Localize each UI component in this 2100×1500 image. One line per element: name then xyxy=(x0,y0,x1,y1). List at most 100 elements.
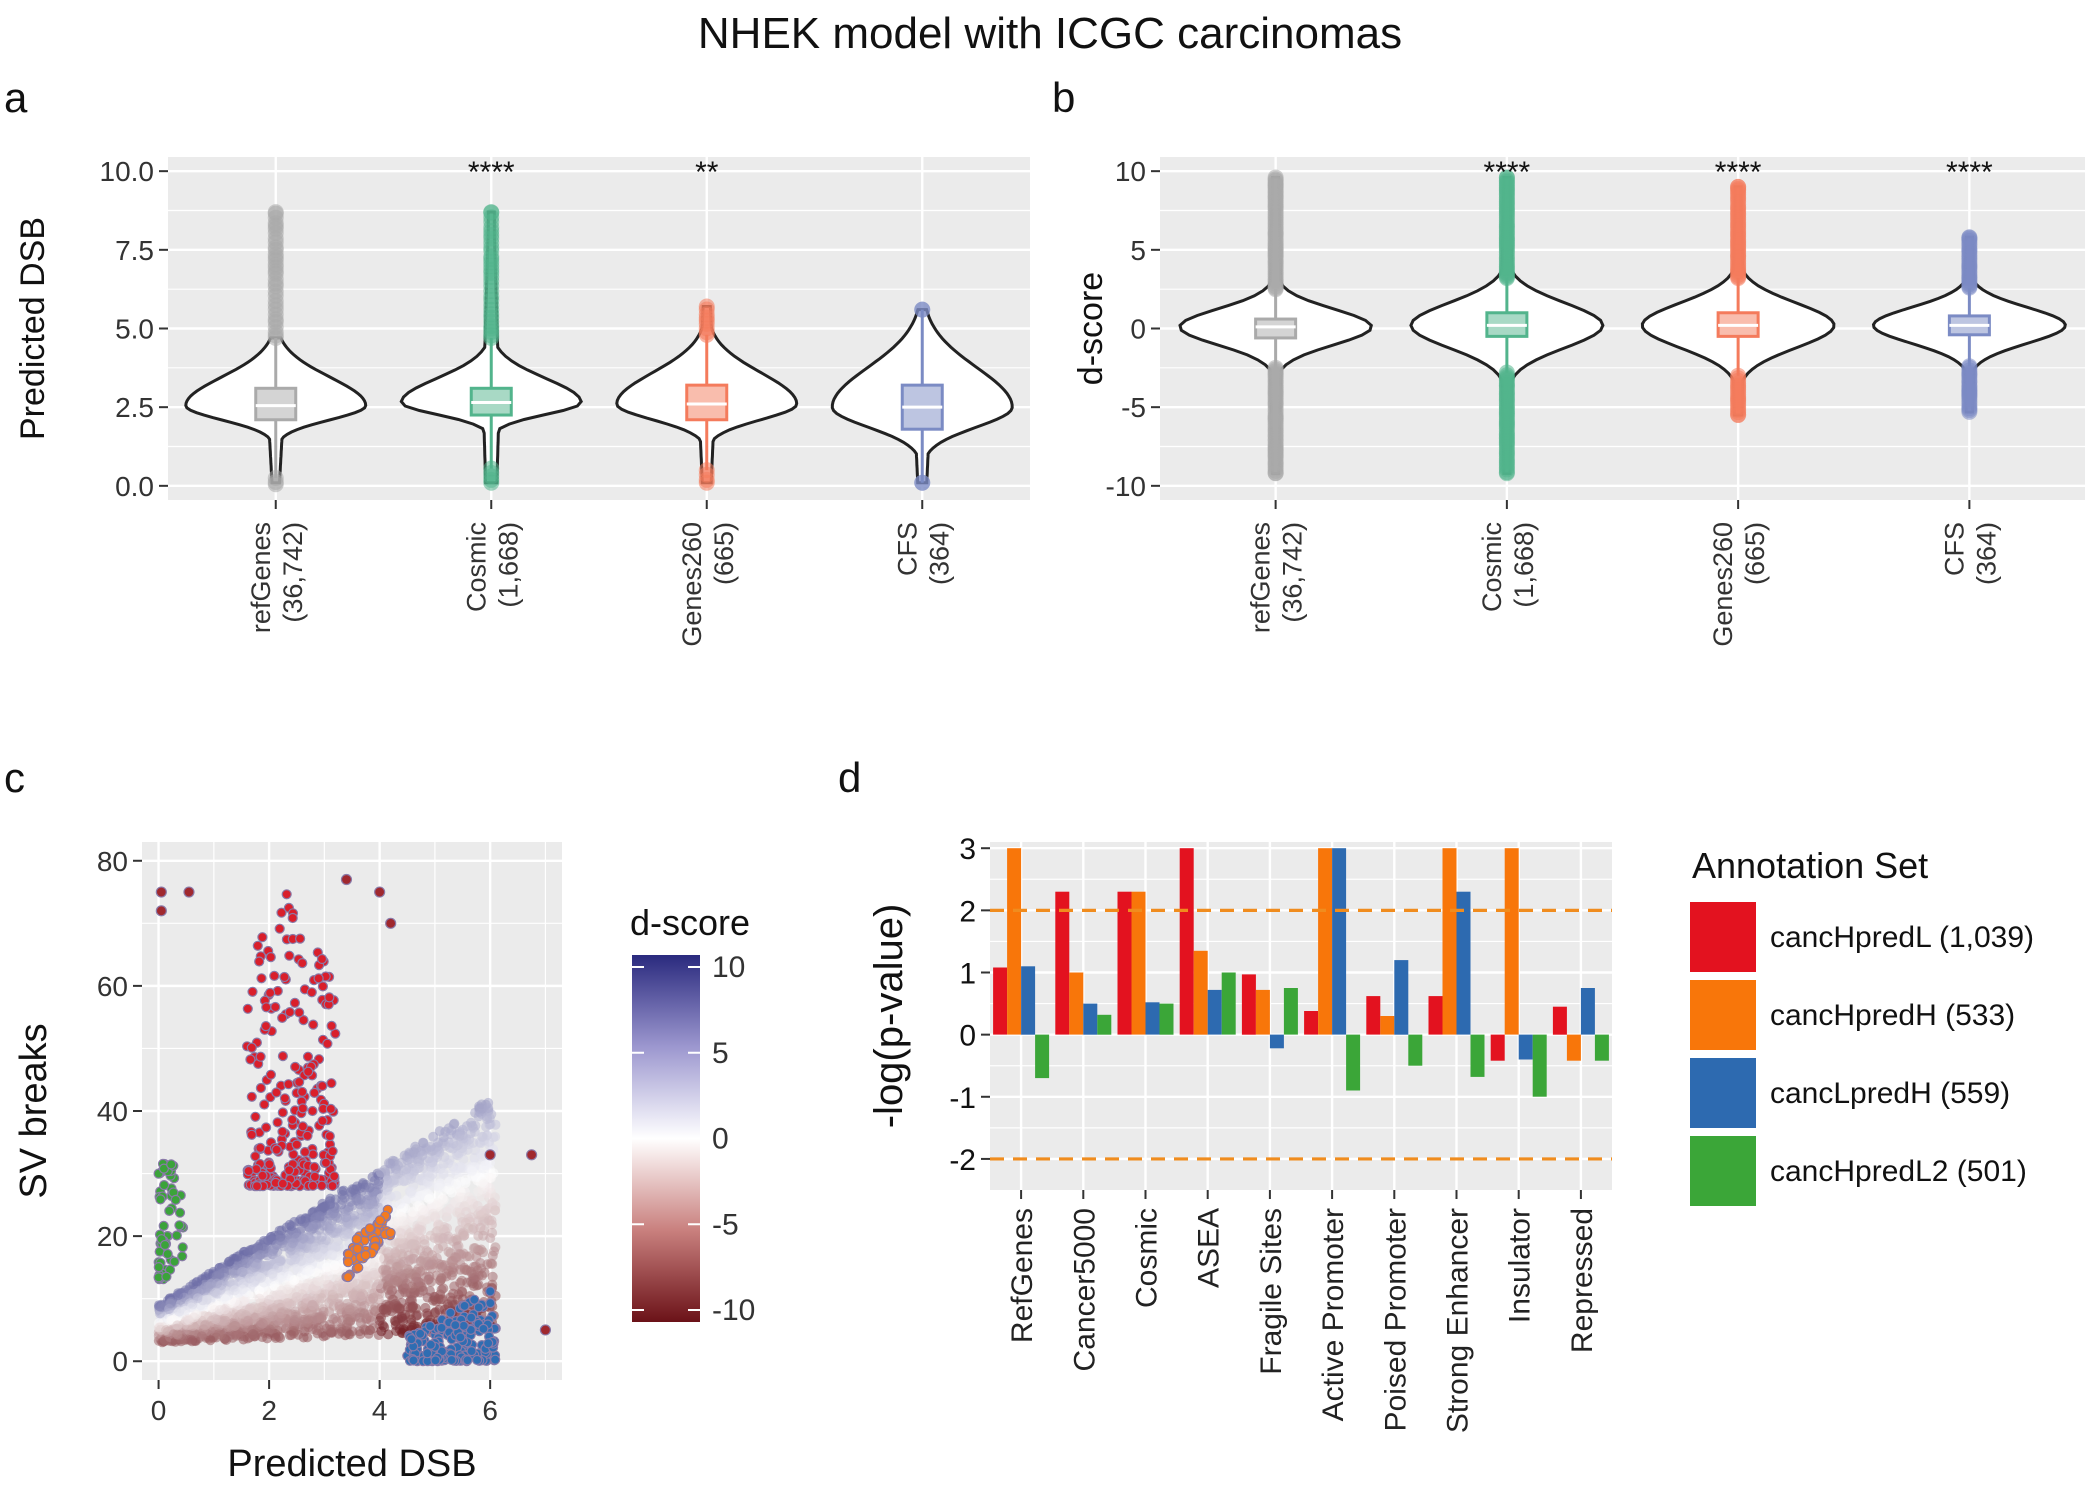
scatter-point xyxy=(210,1314,221,1325)
cluster-point xyxy=(279,971,290,983)
scatter-point xyxy=(480,1159,491,1170)
colorbar-title: d-score xyxy=(630,902,750,943)
colorbar-tick-label: 10 xyxy=(712,951,745,984)
outlier-point xyxy=(698,474,715,491)
scatter-point xyxy=(214,1268,225,1279)
cluster-point xyxy=(406,1334,417,1345)
cluster-point xyxy=(251,1180,263,1192)
cluster-point xyxy=(158,1220,169,1232)
outlier-point xyxy=(1498,465,1515,482)
scatter-point xyxy=(449,1281,460,1292)
cluster-point xyxy=(250,1151,261,1162)
scatter-point xyxy=(444,1176,455,1187)
scatter-point xyxy=(472,1280,483,1291)
box-refGenes xyxy=(1254,317,1298,340)
scatter-point xyxy=(200,1320,210,1331)
scatter-point xyxy=(180,1305,191,1316)
legend-swatch xyxy=(1690,1058,1756,1128)
x-tick-label-name: refGenes xyxy=(1246,522,1276,633)
scatter-point xyxy=(467,1166,477,1177)
scatter-point xyxy=(203,1268,214,1279)
y-axis-label-text: SV breaks xyxy=(13,1023,55,1198)
scatter-point xyxy=(361,1271,371,1282)
cluster-point xyxy=(243,1165,254,1177)
scatter-point xyxy=(289,1314,300,1325)
x-tick-label: 0 xyxy=(151,1395,167,1426)
scatter-point xyxy=(466,1266,476,1277)
scatter-point xyxy=(203,1281,214,1292)
scatter-point xyxy=(419,1239,430,1250)
bar-1-8 xyxy=(1504,848,1519,1035)
scatter-point xyxy=(390,1247,401,1257)
cluster-point xyxy=(287,912,298,924)
scatter-point xyxy=(485,1173,496,1183)
outlier-point xyxy=(267,204,284,221)
cluster-point xyxy=(159,1239,171,1251)
x-tick-label-group: Repressed xyxy=(1566,1208,1599,1353)
bar-2-6 xyxy=(1394,960,1409,1035)
scatter-point xyxy=(318,1202,329,1213)
panel-label-c: c xyxy=(4,754,25,801)
cluster-point xyxy=(325,1103,336,1115)
cluster-point xyxy=(309,1171,320,1182)
scatter-point xyxy=(393,1160,404,1171)
scatter-point xyxy=(422,1308,432,1319)
scatter-point xyxy=(408,1301,418,1312)
scatter-point xyxy=(468,1137,479,1148)
scatter-point xyxy=(172,1328,183,1339)
y-tick-label: 0 xyxy=(112,1346,128,1377)
scatter-point xyxy=(257,1332,268,1343)
cluster-point xyxy=(265,987,276,999)
box-refGenes xyxy=(254,386,298,422)
scatter-point xyxy=(452,1140,463,1151)
cluster-point xyxy=(478,1323,489,1335)
bar-0-3 xyxy=(1179,848,1194,1035)
scatter-point xyxy=(478,1178,489,1189)
cluster-point xyxy=(320,1157,331,1168)
scatter-point xyxy=(264,1294,275,1305)
cluster-point xyxy=(242,1003,253,1014)
cluster-point xyxy=(450,1319,461,1331)
significance-label: **** xyxy=(1946,156,1993,189)
scatter-point xyxy=(264,1324,275,1335)
bar-3-6 xyxy=(1408,1034,1423,1066)
x-tick-label-name: Cosmic xyxy=(461,522,491,612)
scatter-point xyxy=(364,1182,375,1193)
scatter-point xyxy=(374,1253,385,1264)
scatter-point xyxy=(276,1271,287,1282)
cluster-point xyxy=(343,1257,354,1268)
scatter-point xyxy=(407,1238,418,1249)
x-axis-label: Predicted DSB xyxy=(227,1443,476,1485)
x-tick-label: Cosmic xyxy=(1131,1208,1164,1308)
scatter-point xyxy=(310,1242,321,1253)
scatter-point xyxy=(365,1294,375,1305)
scatter-point xyxy=(220,1315,231,1326)
cluster-point xyxy=(484,1149,496,1161)
cluster-point xyxy=(277,1050,288,1062)
scatter-point xyxy=(196,1331,207,1342)
cluster-point xyxy=(360,1249,371,1261)
panel-label-a: a xyxy=(4,74,28,121)
cluster-point xyxy=(177,1242,188,1253)
bar-3-9 xyxy=(1594,1034,1609,1061)
cluster-point xyxy=(459,1300,470,1312)
legend-swatch xyxy=(1690,902,1756,972)
cluster-point xyxy=(297,957,308,969)
scatter-point xyxy=(282,1284,293,1295)
scatter-point xyxy=(421,1271,432,1282)
cluster-point xyxy=(265,951,276,963)
scatter-point xyxy=(373,1179,384,1190)
cluster-point xyxy=(351,1233,362,1245)
cluster-point xyxy=(483,1338,494,1349)
x-tick-label-refGenes: refGenes (36,742) xyxy=(246,522,308,633)
cluster-point xyxy=(302,1130,313,1141)
scatter-point xyxy=(284,1330,295,1341)
x-tick-label-group: RefGenes xyxy=(1006,1208,1039,1343)
scatter-point xyxy=(385,1158,396,1169)
scatter-point xyxy=(224,1256,235,1267)
scatter-point xyxy=(236,1267,247,1278)
cluster-point xyxy=(313,973,324,984)
scatter-point xyxy=(373,1279,384,1290)
scatter-point xyxy=(302,1266,313,1277)
cluster-point xyxy=(326,1020,337,1032)
